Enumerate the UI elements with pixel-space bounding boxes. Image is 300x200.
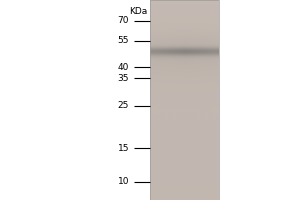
Text: 15: 15 <box>118 144 129 153</box>
Text: 10: 10 <box>118 177 129 186</box>
Text: KDa: KDa <box>129 7 147 16</box>
Text: 55: 55 <box>118 36 129 45</box>
Text: 25: 25 <box>118 101 129 110</box>
Text: 70: 70 <box>118 16 129 25</box>
Text: 35: 35 <box>118 74 129 83</box>
Text: 40: 40 <box>118 63 129 72</box>
